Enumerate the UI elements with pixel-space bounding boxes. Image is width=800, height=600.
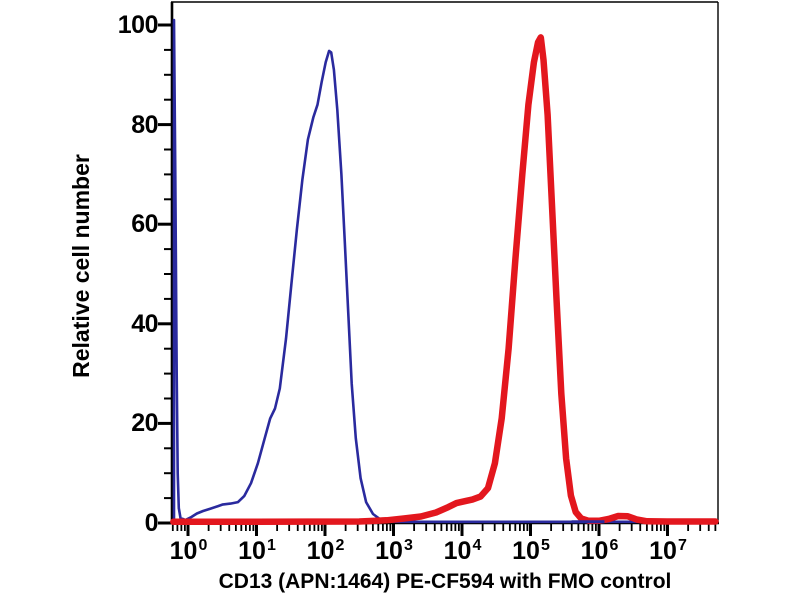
x-tick-label-10e6: 106 xyxy=(564,537,634,569)
y-tick-label-80: 80 xyxy=(131,110,158,139)
x-tick-exponent: 6 xyxy=(609,537,619,554)
x-tick-base: 10 xyxy=(306,537,335,565)
x-tick-exponent: 0 xyxy=(198,537,208,554)
x-tick-exponent: 4 xyxy=(472,537,482,554)
cd13-pe-cf594-curve xyxy=(170,34,719,526)
x-tick-base: 10 xyxy=(580,537,609,565)
x-tick-exponent: 1 xyxy=(266,537,276,554)
x-tick-base: 10 xyxy=(375,537,403,565)
x-tick-label-10e2: 102 xyxy=(290,537,360,569)
y-tick-label-100: 100 xyxy=(117,11,159,39)
y-tick-label-60: 60 xyxy=(131,210,158,239)
x-tick-exponent: 7 xyxy=(677,537,687,554)
x-tick-base: 10 xyxy=(443,537,472,565)
x-tick-exponent: 2 xyxy=(335,537,345,554)
x-tick-base: 10 xyxy=(238,537,266,565)
x-tick-base: 10 xyxy=(649,537,677,565)
x-tick-base: 10 xyxy=(169,537,198,565)
y-tick-label-0: 0 xyxy=(144,509,159,537)
x-tick-exponent: 3 xyxy=(403,537,413,554)
x-tick-label-10e5: 105 xyxy=(496,537,566,569)
x-tick-label-10e3: 103 xyxy=(359,537,429,569)
x-tick-label-10e0: 100 xyxy=(153,537,223,569)
x-tick-exponent: 5 xyxy=(540,537,550,554)
x-axis-title: CD13 (APN:1464) PE-CF594 with FMO contro… xyxy=(218,570,672,593)
x-tick-label-10e7: 107 xyxy=(633,537,703,569)
y-tick-label-20: 20 xyxy=(131,409,158,438)
y-axis-title: Relative cell number xyxy=(68,154,94,378)
x-tick-base: 10 xyxy=(512,537,540,565)
y-tick-label-40: 40 xyxy=(131,309,158,338)
fmo-control-curve xyxy=(172,18,717,525)
x-tick-label-10e1: 101 xyxy=(222,537,292,569)
x-tick-label-10e4: 104 xyxy=(427,537,497,569)
